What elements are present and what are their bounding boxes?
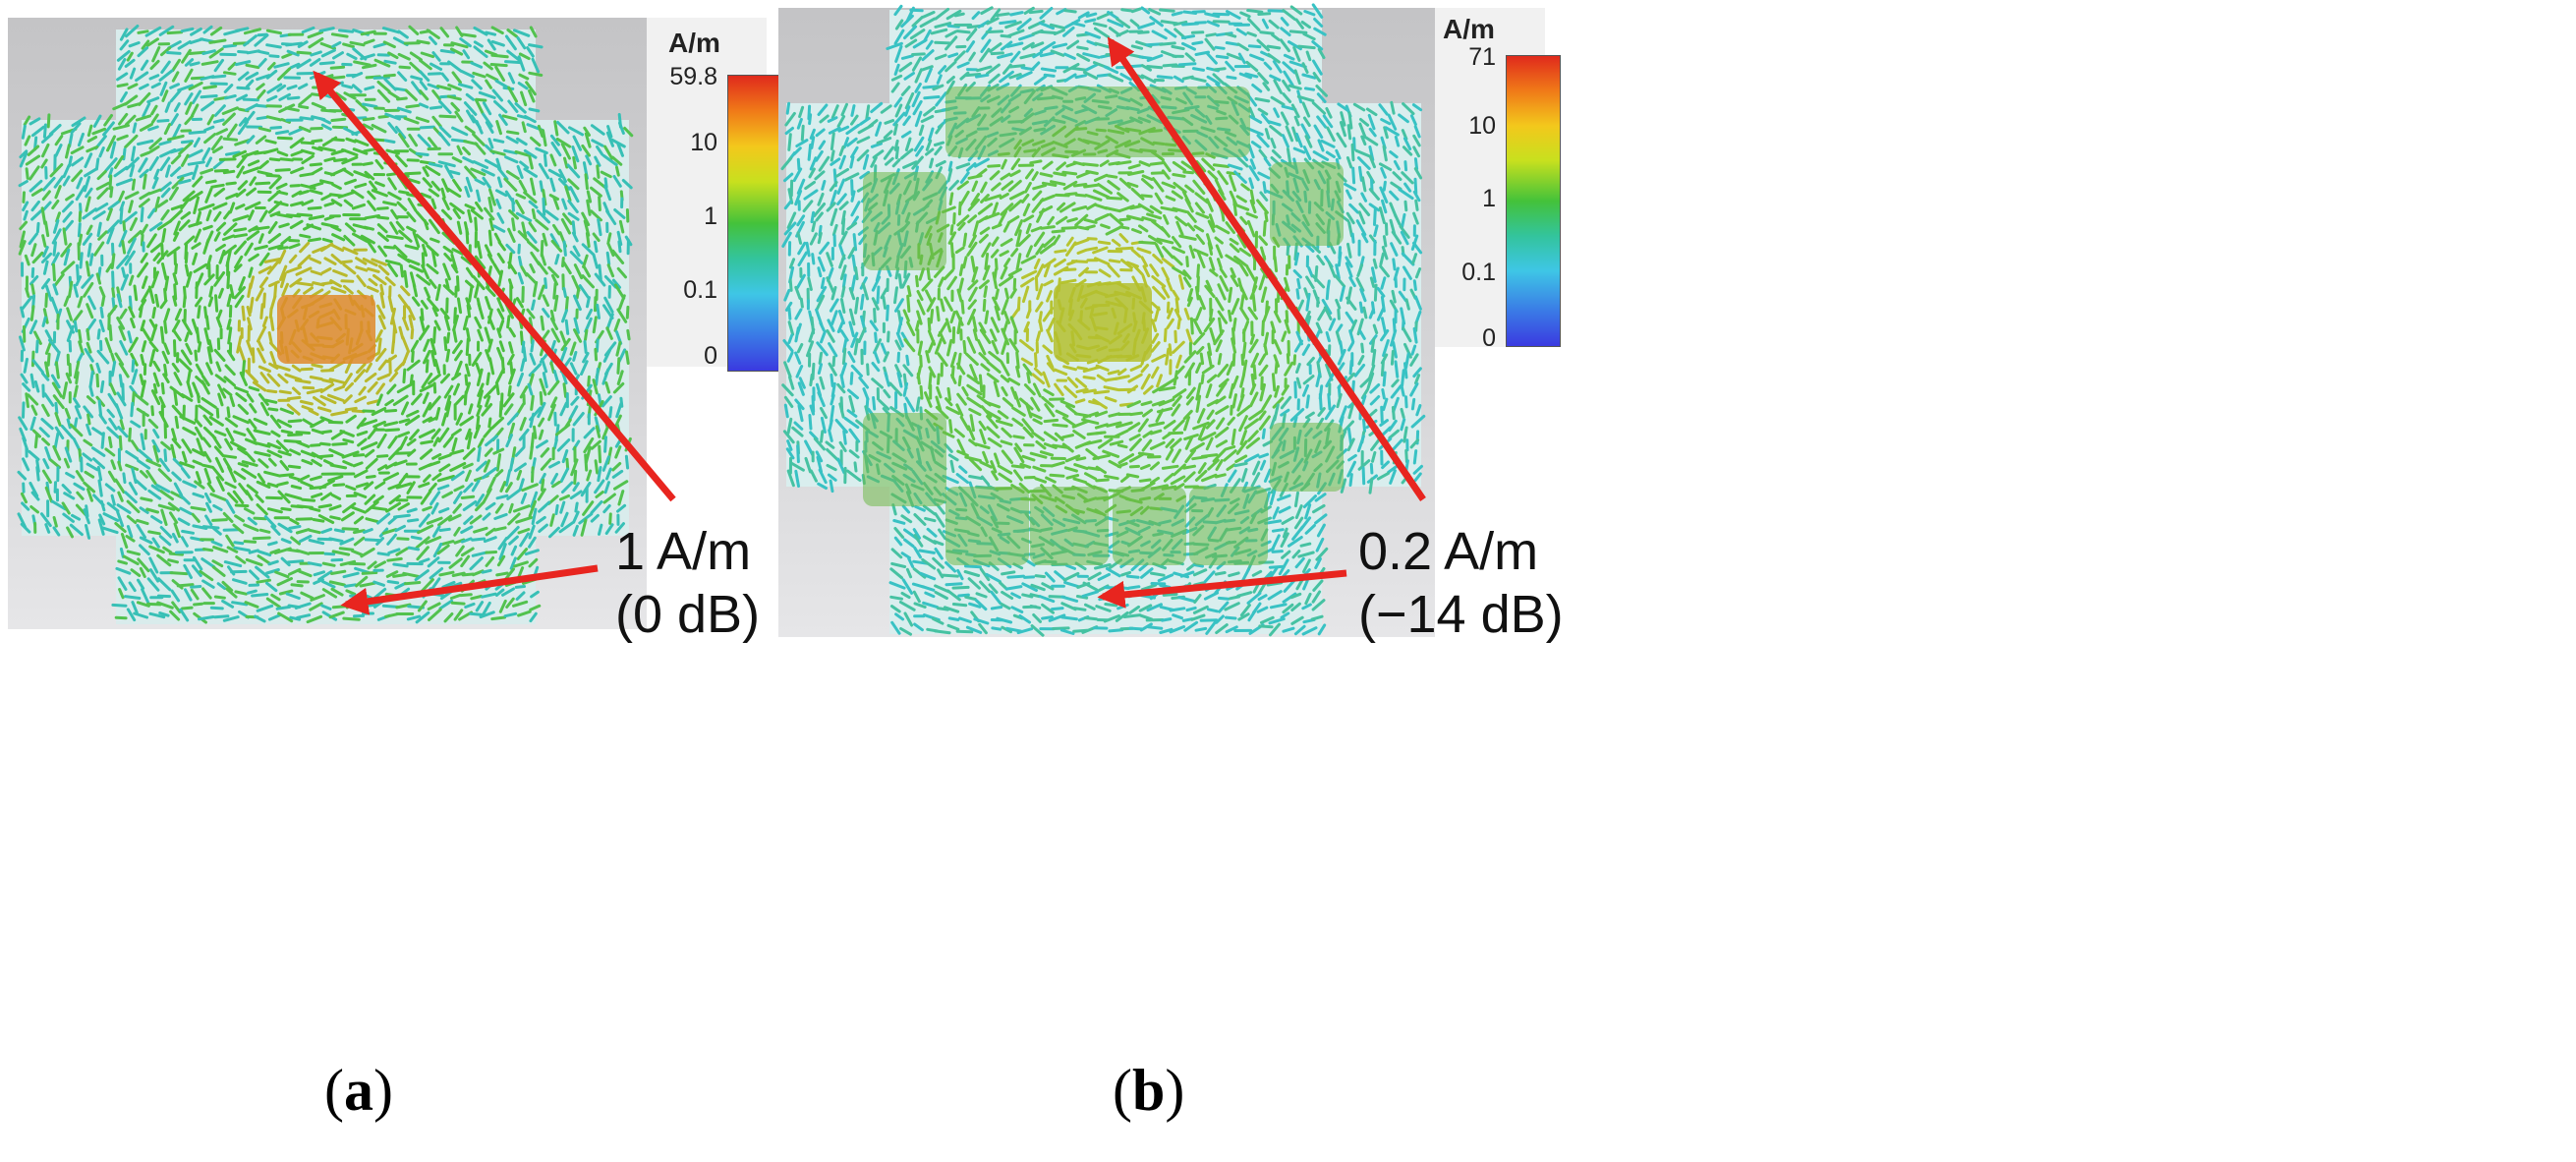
panel-b-legend-tick-10: 10 <box>1468 112 1496 140</box>
panel-b-current-field <box>780 3 1426 637</box>
panel-a-annotation-value: 1 A/m <box>615 522 752 581</box>
panel-b-resonator-patch <box>1270 162 1344 246</box>
panel-a-annotation: 1 A/m (0 dB) <box>615 521 760 646</box>
panel-a-caption: (a) <box>324 1058 393 1123</box>
panel-b-resonator-patch <box>945 87 1250 157</box>
panel-a-legend-tick-10: 10 <box>690 129 717 156</box>
panel-b-legend-tick-0.1: 0.1 <box>1461 259 1496 286</box>
panel-b-legend-tick-1: 1 <box>1482 185 1496 212</box>
panel-b-resonator-patch <box>863 172 946 270</box>
panel-b-legend-tick-max: 71 <box>1468 43 1496 71</box>
panel-b-legend: A/m 71 10 1 0.1 0 <box>1435 8 1561 352</box>
panel-b-legend-unit: A/m <box>1443 14 1495 44</box>
panel-b-resonator-patch <box>863 413 946 506</box>
panel-b-colorbar <box>1506 55 1561 347</box>
panel-b-annotation-value: 0.2 A/m <box>1358 522 1539 581</box>
panel-b-resonator-patch <box>1030 487 1109 565</box>
panel-a-legend-unit: A/m <box>668 28 720 58</box>
panel-b-annotation-db: (−14 dB) <box>1358 584 1564 644</box>
panel-b-resonator-patch <box>1270 423 1344 492</box>
panel-b-resonator-patch <box>1189 487 1268 565</box>
panel-a-legend-tick-0.1: 0.1 <box>683 276 717 304</box>
panel-b-center-patch <box>1054 283 1152 362</box>
panel-a-legend-tick-min: 0 <box>704 342 717 370</box>
panel-b-resonator-patch <box>1113 487 1186 565</box>
panel-b-annotation: 0.2 A/m (−14 dB) <box>1358 521 1564 646</box>
panel-b-caption: (b) <box>1113 1058 1185 1123</box>
panel-a-annotation-db: (0 dB) <box>615 584 761 644</box>
panel-a-legend-tick-max: 59.8 <box>669 63 717 90</box>
panel-a-caption-letter: a <box>343 1058 373 1123</box>
panel-a-colorbar <box>727 75 782 372</box>
panel-a-legend-tick-1: 1 <box>704 203 717 230</box>
panel-b-resonator-patch <box>945 487 1029 565</box>
panel-b-legend-tick-min: 0 <box>1482 324 1496 352</box>
panel-b-caption-letter: b <box>1131 1058 1166 1123</box>
